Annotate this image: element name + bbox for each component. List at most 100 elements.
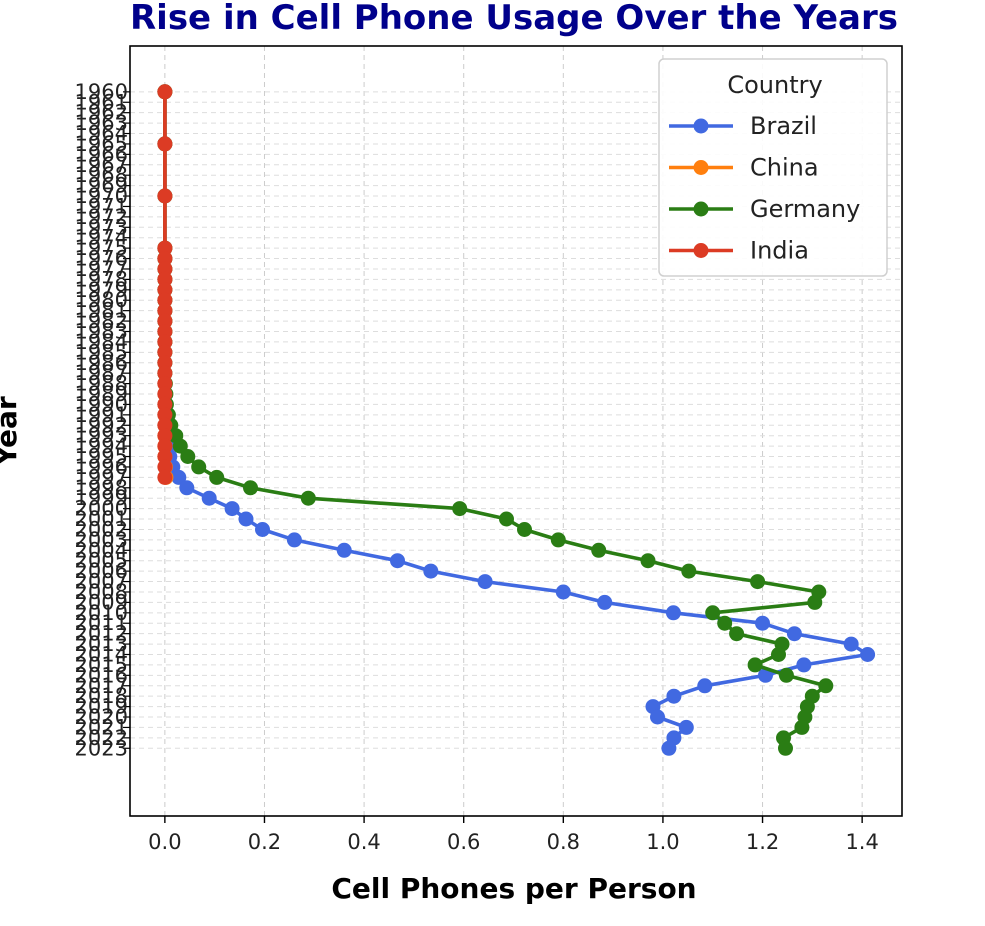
y-tick-label: 2007 <box>75 570 128 594</box>
x-tick-label: 1.0 <box>646 830 679 854</box>
y-tick-label: 1997 <box>75 465 128 489</box>
y-tick-label: 1975 <box>75 236 128 260</box>
data-point-germany <box>681 563 697 579</box>
legend-label: Brazil <box>750 112 817 140</box>
legend-item-china: China <box>669 154 819 182</box>
data-point-brazil <box>796 657 812 673</box>
y-tick-label: 1984 <box>75 330 128 354</box>
x-tick-label: 0.4 <box>347 830 380 854</box>
legend-label: Germany <box>750 195 860 223</box>
y-tick-label: 1987 <box>75 361 128 385</box>
legend-swatch-marker <box>693 243 709 258</box>
y-tick-label: 2012 <box>75 622 128 646</box>
data-point-germany <box>818 678 834 694</box>
legend-box <box>658 58 888 277</box>
x-tick-label: 0.6 <box>447 830 480 854</box>
y-tick-label: 1983 <box>75 319 128 343</box>
data-point-germany <box>729 626 745 642</box>
y-tick-label: 1982 <box>75 309 128 333</box>
data-point-india <box>157 292 173 308</box>
y-tick-label: 2009 <box>75 590 128 614</box>
series-india <box>157 84 173 485</box>
data-point-india <box>157 438 173 454</box>
data-point-india <box>157 136 173 152</box>
legend: Country Brazil China Germany India <box>658 58 888 277</box>
data-point-india <box>157 396 173 412</box>
data-point-brazil <box>286 532 302 548</box>
data-point-germany <box>778 740 793 756</box>
data-point-germany <box>807 594 823 610</box>
y-tick-label: 1971 <box>75 194 128 218</box>
legend-label: China <box>750 154 819 182</box>
y-tick-label: 1988 <box>75 372 128 396</box>
data-point-brazil <box>758 667 773 683</box>
y-axis-title: Year <box>0 396 23 467</box>
y-tick-label: 2008 <box>75 580 128 604</box>
y-tick-label: 1968 <box>75 163 128 187</box>
y-tick-label: 2014 <box>75 642 128 666</box>
y-tick-label: 2005 <box>75 549 128 573</box>
data-point-brazil <box>238 511 254 527</box>
y-tick-label: 1999 <box>75 486 128 510</box>
y-tick-label: 1969 <box>75 174 128 198</box>
data-point-germany <box>705 605 721 621</box>
data-point-india <box>157 407 173 423</box>
y-tick-label: 2001 <box>75 507 128 531</box>
data-point-brazil <box>597 594 613 610</box>
y-tick-label: 1991 <box>75 403 128 427</box>
data-point-india <box>157 282 173 298</box>
x-tick-label: 0.8 <box>547 830 580 854</box>
data-point-germany <box>550 532 566 548</box>
chart-title: Rise in Cell Phone Usage Over the Years <box>130 0 898 38</box>
y-tick-label: 2019 <box>75 695 128 719</box>
data-point-india <box>157 313 173 329</box>
legend-item-brazil: Brazil <box>669 112 817 140</box>
data-point-india <box>157 428 173 444</box>
data-point-india <box>157 84 173 100</box>
y-tick-label: 1995 <box>75 445 128 469</box>
data-point-brazil <box>336 542 352 558</box>
data-point-germany <box>180 449 196 464</box>
y-tick-label: 1994 <box>75 434 128 458</box>
x-axis-ticks: 0.0 0.2 0.4 0.6 0.8 1.0 1.2 1.4 <box>148 816 879 854</box>
y-tick-label: 1977 <box>75 257 128 281</box>
y-tick-label: 2010 <box>75 601 128 625</box>
y-tick-label: 1970 <box>75 184 128 208</box>
y-tick-label: 1963 <box>75 111 128 135</box>
data-point-brazil <box>755 615 770 631</box>
y-tick-label: 1992 <box>75 413 128 437</box>
y-tick-label: 1985 <box>75 340 128 364</box>
legend-title: Country <box>727 71 822 99</box>
data-point-brazil <box>665 605 681 621</box>
y-axis-ticks: 1960196119621963196419651966196719681969… <box>75 80 130 760</box>
y-tick-label: 1981 <box>75 299 128 323</box>
data-point-germany <box>778 667 794 683</box>
data-point-india <box>157 261 173 277</box>
data-point-india <box>157 271 173 287</box>
data-point-germany <box>750 574 766 590</box>
data-point-brazil <box>477 574 493 590</box>
data-point-india <box>157 188 173 204</box>
y-tick-label: 1965 <box>75 132 128 156</box>
y-tick-label: 1979 <box>75 278 128 302</box>
y-tick-label: 2006 <box>75 559 128 583</box>
y-tick-label: 2023 <box>75 736 128 760</box>
y-tick-label: 1993 <box>75 424 128 448</box>
y-tick-label: 2018 <box>75 684 128 708</box>
y-tick-label: 1980 <box>75 288 128 312</box>
data-point-brazil <box>661 740 677 756</box>
data-point-germany <box>243 480 258 496</box>
data-point-germany <box>172 438 188 454</box>
data-point-india <box>157 303 173 319</box>
data-point-india <box>157 469 173 485</box>
y-tick-label: 1974 <box>75 226 128 250</box>
data-point-india <box>157 324 173 339</box>
x-tick-label: 1.2 <box>746 830 779 854</box>
y-tick-label: 1967 <box>75 153 128 177</box>
data-point-brazil <box>678 719 694 735</box>
y-tick-label: 2003 <box>75 528 128 552</box>
y-tick-label: 1986 <box>75 351 128 375</box>
series-layer <box>157 84 876 756</box>
data-point-india <box>157 386 173 402</box>
data-point-brazil <box>650 709 665 725</box>
